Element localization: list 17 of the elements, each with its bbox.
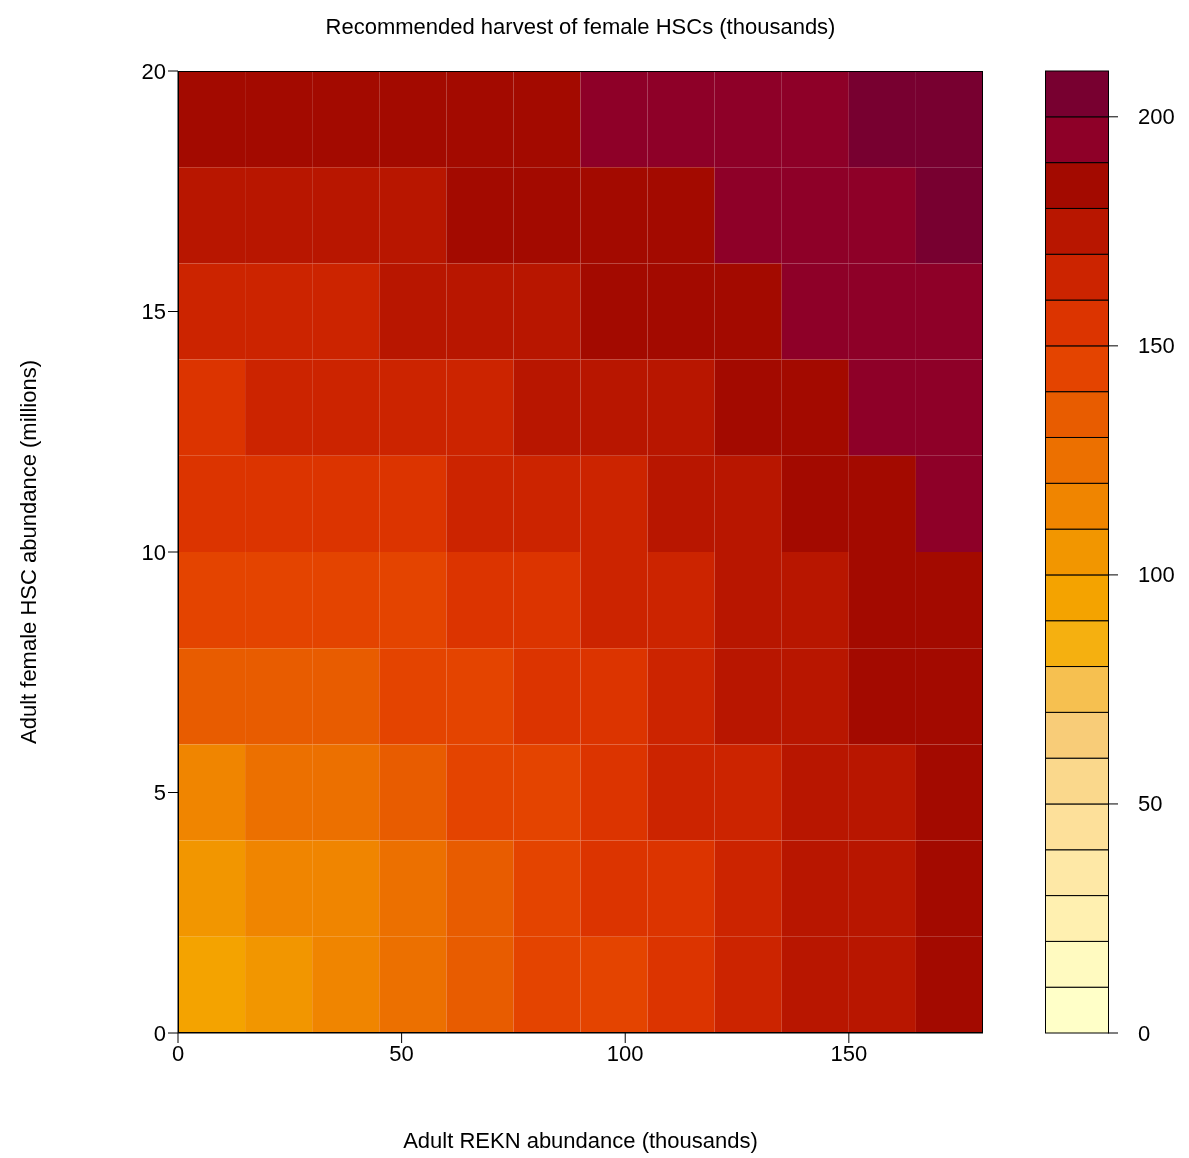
color-bar-label: 0 [1138, 1020, 1151, 1046]
x-tick-label: 100 [606, 1040, 644, 1066]
color-bar-label: 50 [1138, 791, 1163, 817]
y-tick-label: 10 [141, 539, 166, 565]
y-tick-label: 20 [141, 58, 166, 84]
color-bar-label: 150 [1138, 333, 1175, 359]
color-bar-label: 200 [1138, 104, 1175, 130]
y-tick-label: 15 [141, 299, 166, 325]
x-axis-title: Adult REKN abundance (thousands) [403, 1128, 758, 1153]
x-tick-label: 0 [171, 1040, 185, 1066]
x-tick-label: 150 [830, 1040, 868, 1066]
y-tick-label: 5 [153, 780, 166, 806]
y-tick-label: 0 [153, 1020, 166, 1046]
chart-title: Recommended harvest of female HSCs (thousands) [324, 14, 837, 40]
color-bar-label: 100 [1138, 562, 1175, 588]
x-tick-label: 50 [389, 1040, 414, 1066]
y-axis-title: Adult female HSC abundance (millions) [15, 360, 41, 744]
